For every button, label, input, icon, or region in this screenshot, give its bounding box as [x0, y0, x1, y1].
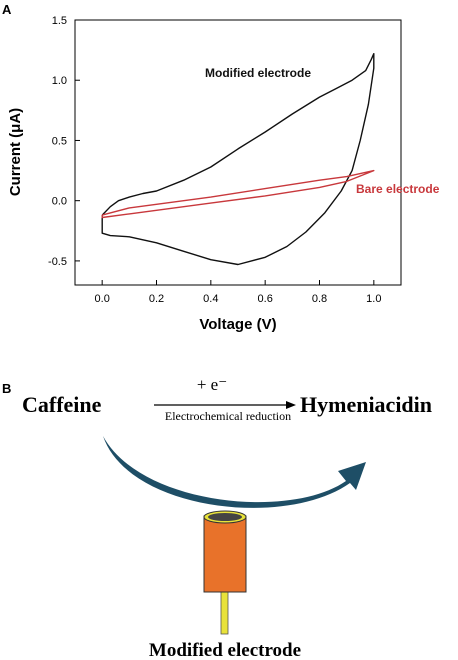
- curved-arrow: [103, 436, 366, 508]
- x-tick-label: 1.0: [366, 293, 381, 305]
- cv-chart: -0.5 0.0 0.5 1.0 1.5 0.0 0.2 0.4 0.6 0.8 1.0 Modi…: [7, 15, 440, 333]
- x-tick-label: 0.2: [149, 293, 164, 305]
- electrode-label: Modified electrode: [149, 640, 301, 660]
- y-tick-label: 0.5: [52, 135, 67, 147]
- y-tick-label: -0.5: [48, 256, 67, 268]
- y-tick-label: 0.0: [52, 196, 67, 208]
- x-axis-label: Voltage (V): [199, 316, 276, 333]
- series-group: [101, 53, 375, 266]
- electron-label: + e⁻: [197, 375, 227, 394]
- x-tick-label: 0.4: [203, 293, 218, 305]
- plot-frame: [74, 19, 402, 286]
- series-line-bare-electrode: [101, 169, 375, 219]
- y-ticks: -0.5 0.0 0.5 1.0 1.5: [48, 15, 80, 268]
- x-ticks: 0.0 0.2 0.4 0.6 0.8 1.0: [95, 280, 381, 305]
- reduction-label: Electrochemical reduction: [165, 409, 291, 423]
- reaction-arrow: [154, 401, 296, 409]
- x-tick-label: 0.8: [312, 293, 327, 305]
- y-tick-label: 1.0: [52, 75, 67, 87]
- x-tick-label: 0.6: [258, 293, 273, 305]
- reactant-label: Caffeine: [22, 392, 102, 417]
- y-tick-label: 1.5: [52, 15, 67, 27]
- annotation-modified-electrode: Modified electrode: [205, 66, 311, 80]
- series-line-modified-electrode: [101, 53, 375, 266]
- annotation-bare-electrode: Bare electrode: [356, 182, 440, 196]
- y-axis-label: Current (μA): [7, 108, 24, 196]
- electrode-icon: [203, 510, 247, 635]
- panel-b-label: B: [2, 381, 11, 396]
- x-tick-label: 0.0: [95, 293, 110, 305]
- product-label: Hymeniacidin: [300, 392, 432, 417]
- panel-a-label: A: [2, 2, 12, 17]
